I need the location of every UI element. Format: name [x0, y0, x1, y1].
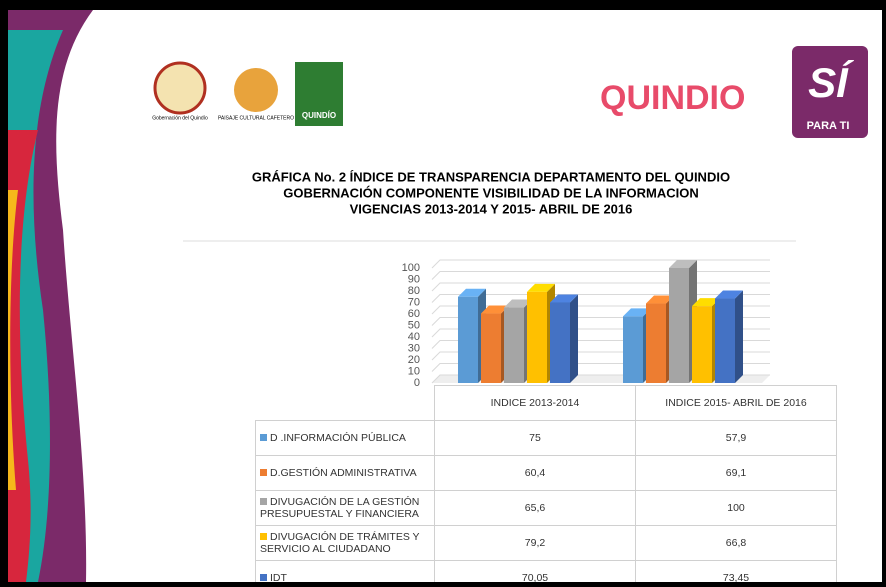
chart-title: GOBERNACIÓN COMPONENTE VISIBILIDAD DE LA…	[283, 185, 699, 200]
bar-top	[623, 308, 651, 317]
y-tick-label: 70	[408, 296, 420, 308]
legend-swatch	[260, 434, 267, 441]
bar	[504, 307, 524, 383]
bar-top	[458, 288, 486, 297]
legend-swatch	[260, 574, 267, 581]
grid-line	[431, 294, 770, 303]
bar	[623, 316, 643, 383]
value-label: 73,45	[635, 560, 837, 582]
grid-line	[431, 271, 770, 280]
grid-line	[431, 282, 770, 292]
y-tick-label: 100	[402, 262, 420, 274]
brand-main: QUINDIO	[600, 79, 745, 117]
y-tick-label: 80	[408, 285, 420, 297]
legend-entry: DIVUGACIÓN DE LA GESTIÓN PRESUPUESTAL Y …	[255, 490, 435, 526]
value-label: 69,1	[635, 455, 837, 491]
bar-side	[735, 290, 743, 383]
deco-yellow	[8, 190, 18, 490]
legend-label: DIVUGACIÓN DE TRÁMITES Y SERVICIO AL CIU…	[260, 531, 420, 555]
legend-swatch	[260, 498, 267, 505]
bar-top	[715, 290, 743, 299]
bar-side	[570, 294, 578, 383]
brand-si: SÍ	[808, 59, 854, 106]
brand-box	[792, 46, 868, 138]
bar	[481, 313, 501, 383]
bar-top	[504, 299, 532, 308]
bar-top	[646, 295, 674, 304]
legend-label: D .INFORMACIÓN PÚBLICA	[270, 432, 406, 444]
value-label: 65,6	[434, 490, 636, 526]
table-row: DIVUGACIÓN DE TRÁMITES Y SERVICIO AL CIU…	[255, 525, 837, 561]
legend-entry: IDT	[255, 560, 435, 582]
y-tick-label: 60	[408, 308, 420, 320]
chart-title: VIGENCIAS 2013-2014 Y 2015- ABRIL DE 201…	[350, 201, 633, 216]
logo-coffee	[234, 68, 278, 112]
value-label: 66,8	[635, 525, 837, 561]
bar-top	[527, 283, 555, 292]
value-label: 57,9	[635, 420, 837, 456]
y-tick-label: 10	[408, 365, 420, 377]
legend-entry: DIVUGACIÓN DE TRÁMITES Y SERVICIO AL CIU…	[255, 525, 435, 561]
deco-red	[8, 130, 38, 582]
value-label: 60,4	[434, 455, 636, 491]
bar	[458, 296, 478, 383]
logo-caption: Gobernación del Quindío	[152, 115, 208, 121]
table-row: D .INFORMACIÓN PÚBLICA 75 57,9	[255, 420, 837, 456]
logo-quindio-text: QUINDÍO	[302, 111, 336, 120]
legend-label: D.GESTIÓN ADMINISTRATIVA	[270, 467, 417, 479]
legend-label: IDT	[270, 572, 287, 582]
bar	[550, 302, 570, 383]
bar	[715, 298, 735, 383]
value-label: 75	[434, 420, 636, 456]
bar	[669, 268, 689, 383]
y-tick-label: 20	[408, 354, 420, 366]
bar	[692, 306, 712, 383]
bar	[527, 291, 547, 383]
y-tick-label: 30	[408, 342, 420, 354]
logo-coffee-text: PAISAJE CULTURAL CAFETERO	[218, 115, 294, 121]
legend-entry: D.GESTIÓN ADMINISTRATIVA	[255, 455, 435, 491]
bar-top	[692, 298, 720, 307]
y-tick-label: 50	[408, 319, 420, 331]
y-tick-label: 90	[408, 273, 420, 285]
bar-top	[669, 260, 697, 268]
x-tick-label: INDICE 2015- ABRIL DE 2016	[635, 385, 837, 421]
table-row: DIVUGACIÓN DE LA GESTIÓN PRESUPUESTAL Y …	[255, 490, 837, 526]
value-label: 79,2	[434, 525, 636, 561]
corner	[256, 386, 435, 421]
slide: Gobernación del Quindío PAISAJE CULTURAL…	[8, 10, 882, 582]
table-header: INDICE 2013-2014 INDICE 2015- ABRIL DE 20…	[256, 385, 837, 421]
x-tick-label: INDICE 2013-2014	[434, 385, 636, 421]
chart-title: GRÁFICA No. 2 ÍNDICE DE TRANSPARENCIA DE…	[252, 169, 730, 184]
logo-quindio	[295, 62, 343, 126]
bar	[646, 303, 666, 383]
legend-swatch	[260, 469, 267, 476]
logo-seal	[153, 61, 207, 115]
brand-sub: PARA TI	[807, 120, 850, 132]
table-row: IDT 70,05 73,45	[255, 560, 837, 582]
value-label: 100	[635, 490, 837, 526]
grid-line	[431, 259, 770, 269]
y-tick-label: 40	[408, 331, 420, 343]
y-tick-label: 0	[414, 377, 420, 389]
bar-top	[550, 294, 578, 303]
table-row: D.GESTIÓN ADMINISTRATIVA 60,4 69,1	[255, 455, 837, 491]
legend-swatch	[260, 533, 267, 540]
legend-entry: D .INFORMACIÓN PÚBLICA	[255, 420, 435, 456]
chart: Gobernación del Quindío PAISAJE CULTURAL…	[8, 10, 868, 582]
bar-top	[481, 305, 509, 314]
legend-label: DIVUGACIÓN DE LA GESTIÓN PRESUPUESTAL Y …	[260, 496, 420, 520]
value-label: 70,05	[434, 560, 636, 582]
data-table: INDICE 2013-2014 INDICE 2015- ABRIL DE 20…	[255, 385, 837, 582]
